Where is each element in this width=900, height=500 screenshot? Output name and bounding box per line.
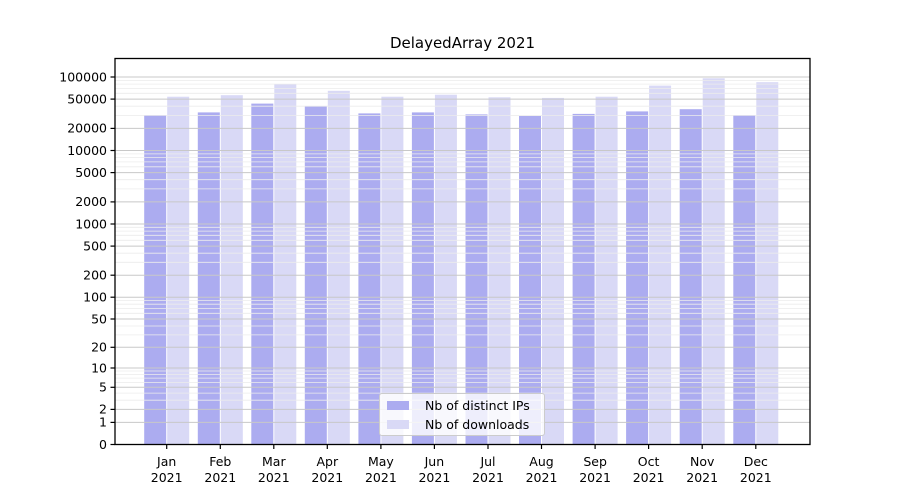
y-axis-tick-label: 10000 <box>67 143 107 158</box>
bar-distinct_ips-dec <box>733 115 756 445</box>
bar-distinct_ips-jun <box>411 112 434 445</box>
y-axis-tick-label: 1 <box>99 415 107 430</box>
x-axis-tick-label-month: Jun <box>424 454 445 469</box>
bar-downloads-may <box>381 96 404 445</box>
x-axis-tick-label-month: Jul <box>479 454 495 469</box>
y-axis-tick-label: 5 <box>99 380 107 395</box>
bar-downloads-jan <box>167 96 190 445</box>
x-axis-tick-label-year: 2021 <box>686 470 718 485</box>
bar-distinct_ips-aug <box>519 116 541 445</box>
bar-distinct_ips-may <box>358 113 381 445</box>
x-axis-tick-label-year: 2021 <box>365 470 397 485</box>
legend-row-downloads: Nb of downloads <box>380 416 544 433</box>
bar-downloads-sep <box>595 96 618 445</box>
bar-distinct_ips-oct <box>626 111 649 445</box>
y-axis-tick-label: 10 <box>91 360 107 375</box>
legend-label-downloads: Nb of downloads <box>425 416 530 432</box>
bar-downloads-apr <box>327 90 350 445</box>
x-axis-tick-label-month: Jan <box>156 454 176 469</box>
y-axis-tick-label: 5000 <box>75 165 107 180</box>
y-axis-tick-label: 2000 <box>75 194 107 209</box>
legend-swatch-distinct-ips <box>387 400 409 410</box>
x-axis-tick-label-month: Oct <box>638 454 660 469</box>
x-axis-tick-label-year: 2021 <box>258 470 290 485</box>
x-axis-tick-label-month: Apr <box>316 454 338 469</box>
bar-downloads-jul <box>488 97 511 445</box>
bar-distinct_ips-jan <box>144 115 167 445</box>
legend: Nb of distinct IPs Nb of downloads <box>379 393 545 436</box>
legend-label-distinct-ips: Nb of distinct IPs <box>425 397 530 413</box>
y-axis-tick-label: 1000 <box>75 216 107 231</box>
y-axis-tick-label: 500 <box>83 238 107 253</box>
y-axis-tick-label: 200 <box>83 268 107 283</box>
bar-downloads-oct <box>649 85 672 445</box>
bar-downloads-nov <box>702 78 725 445</box>
bar-distinct_ips-feb <box>197 112 220 445</box>
plot-border <box>114 57 811 446</box>
y-axis-tick-label: 2 <box>99 402 107 417</box>
x-axis-tick-label-year: 2021 <box>151 470 183 485</box>
x-axis-tick-label-year: 2021 <box>740 470 772 485</box>
x-axis-tick-label-month: May <box>368 454 394 469</box>
bar-downloads-dec <box>756 82 779 445</box>
x-axis-tick-label-year: 2021 <box>526 470 558 485</box>
y-axis-tick-label: 100000 <box>59 69 107 84</box>
bar-downloads-mar <box>274 84 297 445</box>
bar-downloads-feb <box>220 95 243 445</box>
y-axis-tick-label: 20000 <box>67 121 107 136</box>
bar-distinct_ips-nov <box>679 109 702 445</box>
bar-downloads-jun <box>434 94 457 445</box>
legend-swatch-downloads <box>387 419 409 429</box>
bar-downloads-aug <box>542 97 564 445</box>
x-axis-tick-label-year: 2021 <box>579 470 611 485</box>
y-axis-tick-label: 20 <box>91 340 107 355</box>
y-axis-tick-label: 50 <box>91 311 107 326</box>
chart-title: DelayedArray 2021 <box>389 34 536 52</box>
bar-distinct_ips-jul <box>465 114 488 445</box>
x-axis-tick-label-month: Dec <box>744 454 768 469</box>
y-axis-tick-label: 0 <box>99 437 107 452</box>
x-axis-tick-label-month: Nov <box>690 454 715 469</box>
x-axis-tick-label-month: Feb <box>209 454 231 469</box>
x-axis-tick-label-month: Aug <box>529 454 553 469</box>
x-axis-tick-label-year: 2021 <box>418 470 450 485</box>
legend-row-distinct-ips: Nb of distinct IPs <box>380 397 544 414</box>
x-axis-tick-label-month: Mar <box>262 454 286 469</box>
y-axis-tick-label: 100 <box>83 290 107 305</box>
bar-distinct_ips-sep <box>572 113 595 445</box>
x-axis-tick-label-year: 2021 <box>472 470 504 485</box>
x-axis-tick-label-year: 2021 <box>204 470 236 485</box>
x-axis-tick-label-month: Sep <box>583 454 607 469</box>
y-axis-tick-label: 50000 <box>67 91 107 106</box>
x-axis-tick-label-year: 2021 <box>311 470 343 485</box>
x-axis-tick-label-year: 2021 <box>633 470 665 485</box>
